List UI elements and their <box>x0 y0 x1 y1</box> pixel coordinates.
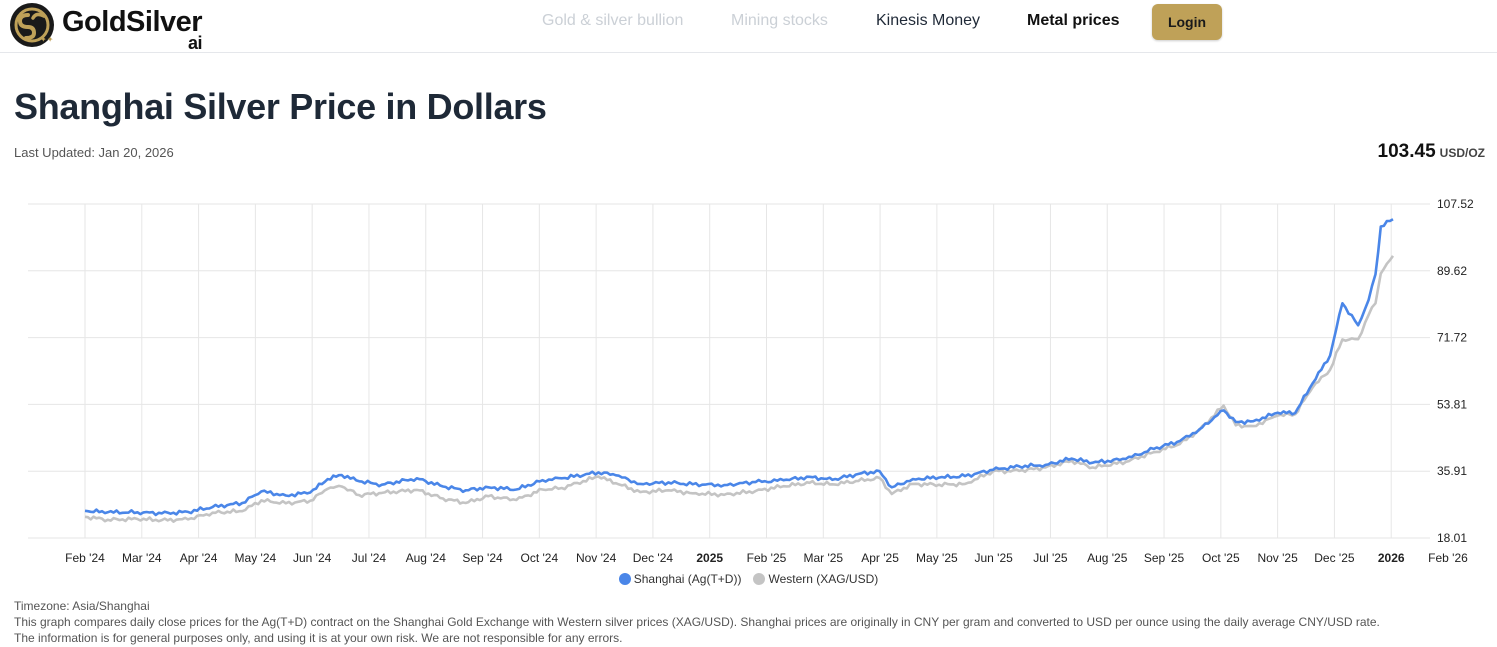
x-tick-label: Dec '25 <box>1314 551 1355 565</box>
login-button[interactable]: Login <box>1152 4 1222 40</box>
x-tick-label: Oct '25 <box>1202 551 1240 565</box>
x-tick-label: Aug '25 <box>1087 551 1128 565</box>
legend-label-shanghai: Shanghai (Ag(T+D)) <box>633 572 742 586</box>
x-tick-label: Apr '25 <box>861 551 899 565</box>
x-tick-label: Apr '24 <box>180 551 218 565</box>
x-tick-label: Dec '24 <box>633 551 674 565</box>
y-tick-label: 35.91 <box>1437 464 1467 478</box>
footnote-disclaimer: The information is for general purposes … <box>14 631 623 645</box>
x-tick-label: 2025 <box>696 551 723 565</box>
legend-dot-western <box>753 573 766 585</box>
x-tick-label: Mar '24 <box>122 551 162 565</box>
x-tick-label: Oct '24 <box>521 551 559 565</box>
logo-suffix: ai <box>188 32 203 53</box>
x-tick-label: 2026 <box>1378 551 1405 565</box>
y-tick-label: 89.62 <box>1437 264 1467 278</box>
x-tick-label: Feb '25 <box>747 551 787 565</box>
x-tick-label: Jun '25 <box>975 551 1014 565</box>
price-chart[interactable]: 107.52 89.62 71.72 53.81 35.91 18.01 Feb '24 M… <box>0 188 1497 572</box>
nav-kinesis-money[interactable]: Kinesis Money <box>876 12 981 29</box>
x-tick-label: Sep '25 <box>1144 551 1185 565</box>
y-axis-ticks: 107.52 89.62 71.72 53.81 35.91 18.01 <box>1437 197 1474 545</box>
x-tick-label: Feb '24 <box>65 551 105 565</box>
goldsilver-logo-icon: ✦✦ <box>10 3 54 47</box>
chart-series <box>84 218 1395 524</box>
y-tick-label: 18.01 <box>1437 531 1467 545</box>
site-logo[interactable]: ✦✦ GoldSilver ai <box>6 0 226 52</box>
footnote-description: This graph compares daily close prices f… <box>14 615 1380 629</box>
chart-footnote: Timezone: Asia/Shanghai This graph compa… <box>14 598 1380 646</box>
x-tick-label: Nov '25 <box>1257 551 1298 565</box>
logo-name: GoldSilver <box>62 5 203 38</box>
x-tick-label: May '25 <box>916 551 958 565</box>
footnote-timezone: Timezone: Asia/Shanghai <box>14 599 150 613</box>
series-line-western[interactable] <box>84 255 1395 524</box>
x-tick-label: Jul '24 <box>352 551 387 565</box>
x-tick-label: Feb '26 <box>1428 551 1468 565</box>
svg-text:✦✦: ✦✦ <box>40 35 54 44</box>
legend-item-shanghai[interactable]: Shanghai (Ag(T+D)) <box>618 572 742 586</box>
price-unit: USD/OZ <box>1439 146 1485 160</box>
series-line-shanghai[interactable] <box>84 218 1394 517</box>
y-tick-label: 107.52 <box>1437 197 1474 211</box>
x-tick-label: Jul '25 <box>1033 551 1068 565</box>
x-axis-ticks: Feb '24 Mar '24 Apr '24 May '24 Jun '24 Jul '… <box>65 551 1468 565</box>
nav-metal-prices[interactable]: Metal prices <box>1027 12 1120 29</box>
x-tick-label: Sep '24 <box>462 551 503 565</box>
price-value: 103.45 <box>1377 141 1436 162</box>
legend-dot-shanghai <box>618 573 631 585</box>
x-tick-label: Mar '25 <box>803 551 843 565</box>
x-tick-label: May '24 <box>235 551 277 565</box>
navbar: ✦✦ GoldSilver ai Gold & silver bullion M… <box>0 0 1497 53</box>
nav-gold-silver-bullion[interactable]: Gold & silver bullion <box>542 12 684 29</box>
x-tick-label: Jun '24 <box>293 551 332 565</box>
y-tick-label: 53.81 <box>1437 397 1467 411</box>
x-tick-label: Aug '24 <box>406 551 447 565</box>
legend-label-western: Western (XAG/USD) <box>768 572 879 586</box>
last-updated: Last Updated: Jan 20, 2026 <box>14 145 174 160</box>
logo-wordmark: GoldSilver ai <box>62 5 203 52</box>
chart-grid <box>28 203 1430 539</box>
nav-mining-stocks[interactable]: Mining stocks <box>731 12 828 29</box>
x-tick-label: Nov '24 <box>576 551 617 565</box>
current-price: 103.45 USD/OZ <box>1378 141 1485 163</box>
chart-legend: Shanghai (Ag(T+D)) Western (XAG/USD) <box>0 572 1497 586</box>
page-title: Shanghai Silver Price in Dollars <box>14 86 547 127</box>
y-tick-label: 71.72 <box>1437 331 1467 345</box>
legend-item-western[interactable]: Western (XAG/USD) <box>753 572 878 586</box>
